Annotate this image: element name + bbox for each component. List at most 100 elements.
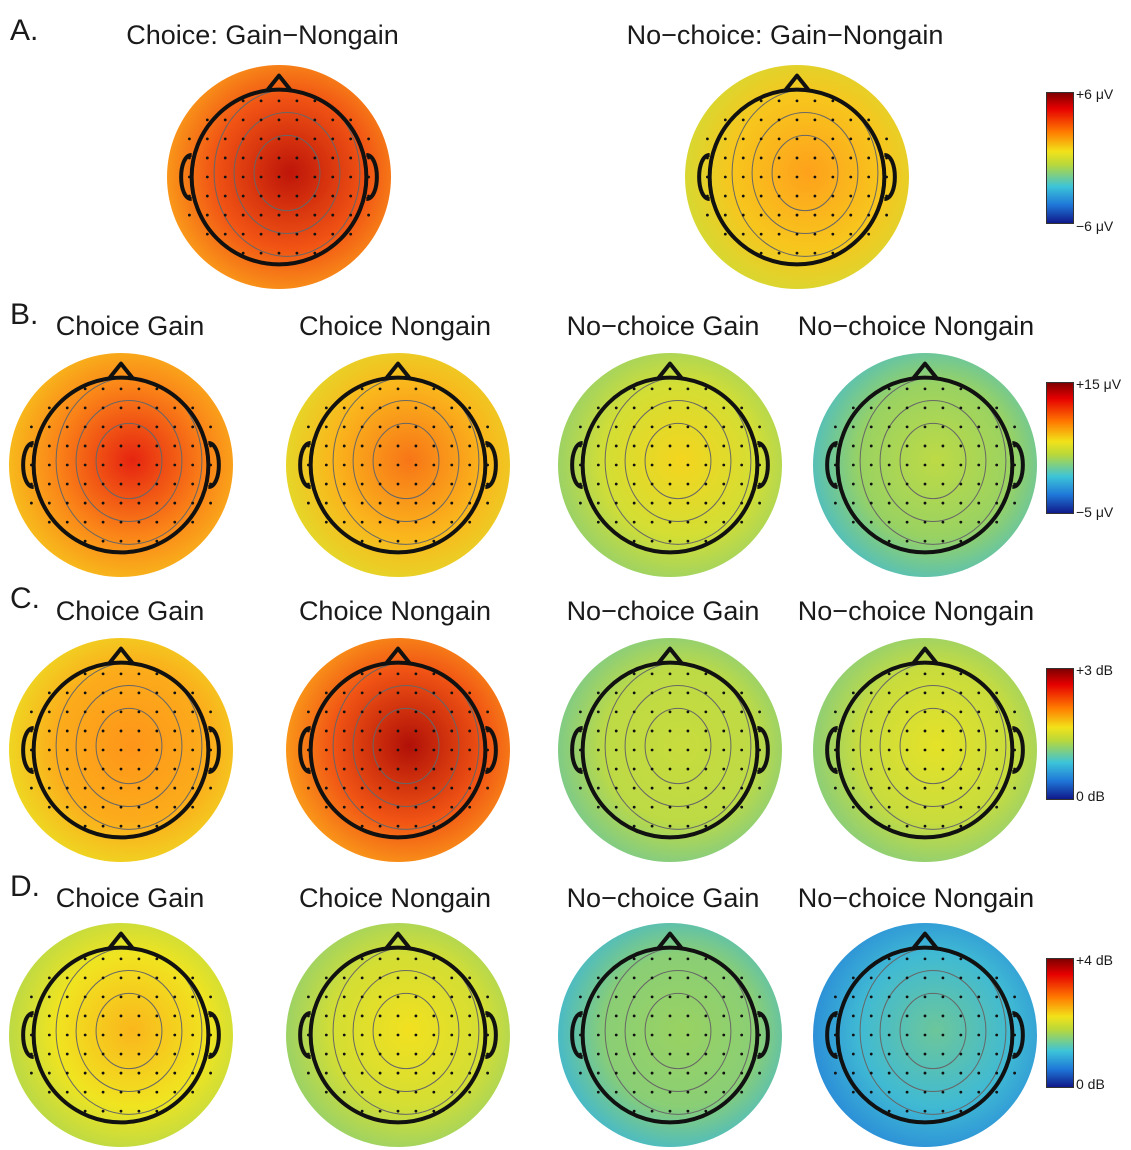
electrode-dot — [155, 425, 159, 429]
electrode-dot — [740, 444, 744, 448]
scalp-map — [6, 635, 236, 865]
electrode-dot — [579, 425, 582, 429]
electrode-dot — [155, 786, 159, 790]
electrode-dot — [905, 482, 909, 486]
electrode-dot — [360, 786, 364, 790]
electrode-dot — [668, 1033, 672, 1037]
contour-line — [644, 992, 712, 1070]
electrode-dot — [65, 729, 69, 733]
electrode-dot — [414, 444, 418, 448]
electrode-dot — [137, 1109, 141, 1113]
electrode-dot — [241, 213, 245, 217]
electrode-dot — [869, 786, 873, 790]
electrode-dot — [722, 786, 726, 790]
electrode-dot — [432, 444, 436, 448]
electrode-dot — [119, 957, 123, 961]
electrode-dot — [614, 748, 618, 752]
electrode-dot — [650, 482, 654, 486]
electrode-dot — [191, 482, 195, 486]
electrode-dot — [119, 425, 123, 429]
electrode-dot — [468, 976, 472, 980]
nose-icon — [107, 646, 135, 665]
electrode-dot — [959, 672, 963, 676]
electrode-dot — [83, 786, 87, 790]
electrode-dot — [65, 748, 69, 752]
electrode-dot — [342, 729, 346, 733]
electrode-dot — [396, 501, 400, 505]
electrode-dot — [241, 99, 245, 103]
electrode-dot — [414, 520, 418, 524]
electrode-dot — [977, 729, 981, 733]
electrode-dot — [342, 425, 346, 429]
electrode-dot — [614, 1052, 618, 1056]
electrode-dot — [869, 1014, 873, 1018]
electrode-dot — [941, 729, 945, 733]
electrode-dot — [324, 482, 328, 486]
left-ear-icon — [179, 153, 193, 201]
electrode-dot — [65, 767, 69, 771]
electrode-dot — [396, 710, 400, 714]
electrode-dot — [331, 232, 335, 236]
electrode-dot — [704, 748, 708, 752]
electrode-dot — [191, 1052, 195, 1056]
nose-icon — [656, 931, 684, 950]
electrode-dot — [450, 425, 454, 429]
electrode-dot — [704, 1033, 708, 1037]
electrode-dot — [851, 406, 855, 410]
electrode-dot — [378, 767, 382, 771]
electrode-dot — [704, 710, 708, 714]
scalp-map — [555, 635, 785, 865]
electrode-dot — [941, 520, 945, 524]
electrode-dot — [596, 482, 600, 486]
electrode-dot — [83, 1014, 87, 1018]
electrode-dot — [119, 691, 123, 695]
electrode-dot — [923, 501, 927, 505]
electrode-dot — [704, 425, 708, 429]
electrode-dot — [450, 444, 454, 448]
electrode-dot — [722, 1033, 726, 1037]
electrode-dot — [831, 232, 835, 236]
electrode-dot — [723, 213, 727, 217]
electrode-dot — [923, 387, 927, 391]
electrode-dot — [596, 691, 600, 695]
electrode-dot — [378, 539, 382, 543]
electrode-dot — [360, 805, 364, 809]
electrode-dot — [101, 691, 105, 695]
right-ear-icon — [484, 1011, 498, 1059]
contour-line — [899, 707, 967, 785]
contour-line — [372, 992, 440, 1070]
electrode-dot — [887, 501, 891, 505]
electrode-dot — [468, 482, 472, 486]
contour-line — [644, 422, 712, 500]
electrode-dot — [686, 710, 690, 714]
electrode-dot — [468, 691, 472, 695]
map-title: Choice Gain — [55, 883, 205, 913]
electrode-dot — [722, 976, 726, 980]
electrode-dot — [468, 463, 472, 467]
electrode-dot — [119, 501, 123, 505]
electrode-dot — [83, 463, 87, 467]
electrode-dot — [813, 137, 817, 141]
electrode-dot — [324, 1090, 328, 1094]
electrode-dot — [324, 805, 328, 809]
electrode-dot — [887, 957, 891, 961]
right-ear-icon — [756, 726, 770, 774]
electrode-dot — [486, 501, 489, 505]
electrode-dot — [740, 1052, 744, 1056]
electrode-dot — [759, 175, 763, 179]
electrode-dot — [367, 137, 370, 141]
electrode-dot — [101, 1071, 105, 1075]
electrode-dot — [432, 729, 436, 733]
electrode-dot — [923, 539, 927, 543]
colorbar-gradient — [1046, 92, 1074, 224]
electrode-dot — [396, 995, 400, 999]
electrode-dot — [923, 710, 927, 714]
colorbar-max-label: +3 dB — [1076, 662, 1113, 678]
electrode-dot — [396, 767, 400, 771]
electrode-dot — [277, 232, 281, 236]
electrode-dot — [277, 251, 281, 255]
electrode-dot — [241, 251, 245, 255]
contour-line — [751, 112, 859, 234]
electrode-dot — [47, 406, 51, 410]
electrode-dot — [632, 387, 636, 391]
